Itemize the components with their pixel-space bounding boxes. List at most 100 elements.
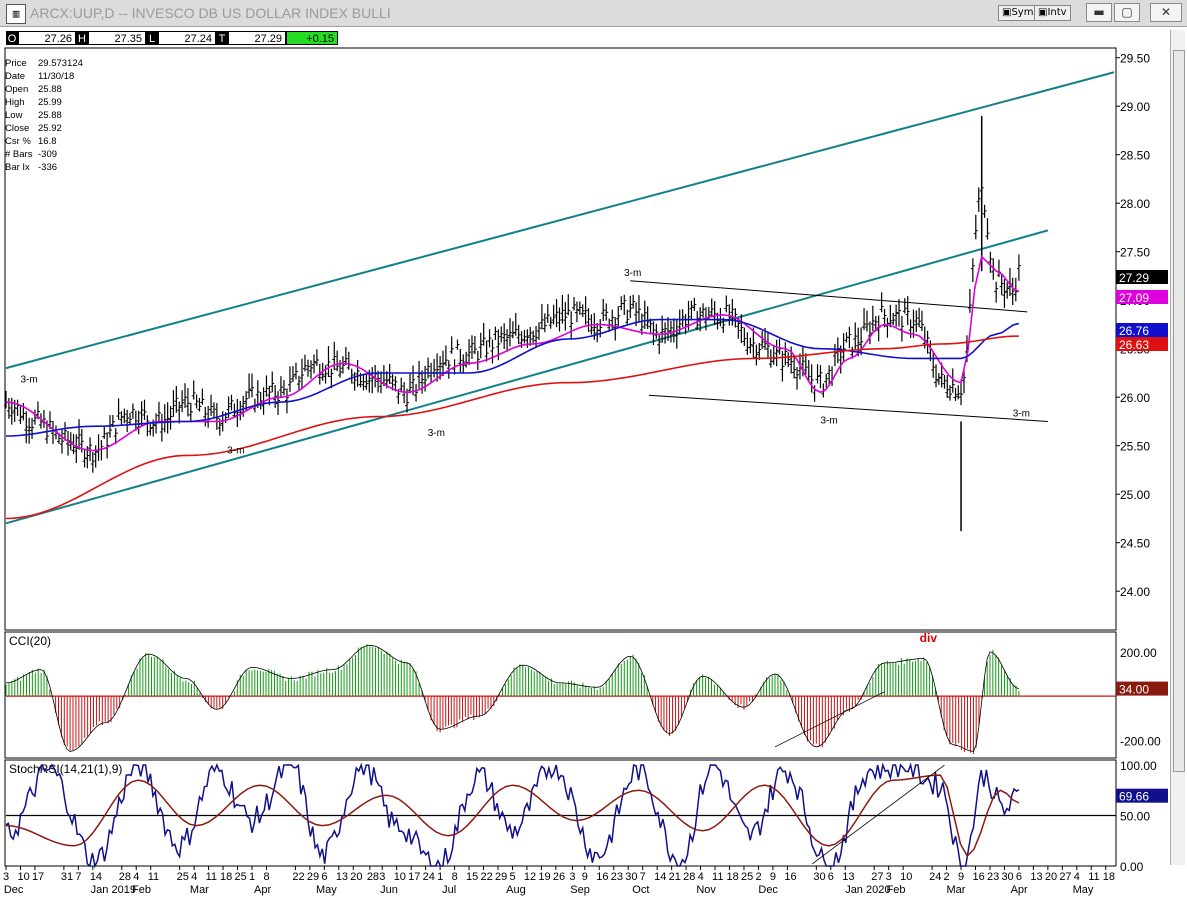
wave-label: 3-m [428, 428, 445, 439]
x-tick-label: 23 [611, 871, 623, 883]
price-bar [247, 373, 252, 399]
x-tick-label: 11 [206, 871, 217, 883]
price-bar [803, 353, 808, 375]
price-bar [645, 306, 650, 329]
scrollbar-thumb[interactable] [1173, 50, 1185, 772]
vertical-scrollbar[interactable] [1170, 30, 1185, 865]
last-value-tag-label: 27.29 [1119, 271, 1149, 285]
cci-last-tag [1116, 681, 1168, 696]
price-bar [580, 304, 585, 318]
interval-button[interactable]: ▣Intv [1034, 5, 1071, 21]
symbol-button[interactable]: ▣Sym [998, 5, 1038, 21]
x-tick-label: 9 [958, 871, 964, 883]
price-bar [765, 331, 770, 358]
price-bar [847, 326, 852, 349]
price-bar [994, 281, 999, 303]
price-bar [528, 326, 533, 346]
info-label: High [5, 97, 25, 108]
x-tick-label: 8 [452, 871, 458, 883]
restore-button[interactable]: ▢ [1114, 3, 1140, 22]
price-bar [458, 348, 463, 373]
price-bar [642, 300, 647, 329]
x-month-label: Dec [4, 884, 24, 896]
x-month-label: May [316, 884, 337, 896]
x-tick-label: 22 [481, 871, 493, 883]
price-bar [312, 354, 317, 374]
price-bar [249, 373, 254, 398]
y-tick-label: 29.50 [1120, 52, 1150, 66]
info-value: 25.92 [38, 123, 62, 134]
wave-label: 3-m [1013, 409, 1030, 420]
close-button[interactable]: ✕ [1150, 3, 1182, 22]
price-bar [116, 398, 121, 420]
x-tick-label: 10 [900, 871, 912, 883]
price-bar [936, 373, 941, 385]
x-tick-label: 17 [32, 871, 44, 883]
x-tick-label: 11 [1088, 871, 1099, 883]
x-month-label: May [1073, 884, 1094, 896]
last-value-tag [1116, 290, 1168, 304]
x-tick-label: 8 [263, 871, 269, 883]
cci-title: CCI(20) [9, 634, 51, 648]
x-tick-label: 7 [75, 871, 81, 883]
price-bar [278, 376, 283, 399]
price-bar [572, 296, 577, 311]
x-month-label: Oct [632, 884, 649, 896]
ohlc-readout: O 27.26 H 27.35 L 27.24 T 27.29 +0.15 [6, 31, 338, 45]
price-bar [290, 366, 295, 382]
info-row: # Bars -309 [5, 148, 83, 161]
crosshair-info-panel: Price 29.573124 Date 11/30/18 Open 25.88 Hi… [5, 57, 83, 174]
info-value: 25.88 [38, 110, 62, 121]
price-bar [68, 432, 73, 451]
price-bar [934, 364, 939, 388]
price-bar [467, 339, 472, 366]
last-value-tag [1116, 323, 1168, 337]
price-bar [1010, 277, 1015, 306]
window-titlebar: ▥ ARCX:UUP,D -- INVESCO DB US DOLLAR IND… [0, 0, 1187, 27]
x-tick-label: 16 [596, 871, 608, 883]
x-tick-label: 3 [569, 871, 575, 883]
price-bar [408, 373, 413, 394]
price-bar [449, 336, 454, 354]
x-tick-label: 14 [90, 871, 102, 883]
x-tick-label: 3 [379, 871, 385, 883]
x-month-label: Jan 2019 [91, 884, 136, 896]
last-value-tag-label: 26.76 [1119, 324, 1149, 338]
last-value-tag-label: 27.09 [1119, 291, 1149, 305]
x-tick-label: 7 [640, 871, 646, 883]
price-bar [536, 322, 541, 340]
x-tick-label: 10 [17, 871, 29, 883]
price-bar [142, 399, 147, 420]
price-bar [329, 368, 334, 389]
price-bar [414, 383, 419, 402]
info-value: 16.8 [38, 136, 57, 147]
stoch-last-label: 69.66 [1119, 790, 1149, 804]
x-tick-label: 10 [394, 871, 406, 883]
price-bar [824, 373, 829, 388]
price-bar [296, 375, 301, 391]
price-bar [60, 428, 65, 454]
stochrsi-line [5, 762, 1020, 869]
price-bar [426, 357, 431, 379]
x-tick-label: 12 [524, 871, 536, 883]
y-tick-label: 24.00 [1120, 585, 1150, 599]
minimize-button[interactable]: ▬ [1086, 3, 1112, 22]
chart-app-icon[interactable]: ▥ [6, 4, 26, 24]
x-month-label: Sep [570, 884, 590, 896]
price-bar [636, 295, 641, 323]
info-row: Price 29.573124 [5, 57, 83, 70]
price-bar [604, 303, 609, 321]
x-tick-label: 20 [350, 871, 362, 883]
price-bar [490, 339, 495, 364]
open-key: O [6, 31, 18, 45]
price-bar [203, 406, 208, 427]
price-bar [352, 372, 357, 391]
x-tick-label: 29 [495, 871, 507, 883]
info-value: -309 [38, 149, 58, 160]
price-bar [393, 376, 398, 392]
stoch-tick-label: 50.00 [1120, 810, 1150, 824]
price-bar [122, 408, 127, 424]
x-month-label: Mar [190, 884, 209, 896]
y-tick-label: 25.50 [1120, 440, 1150, 454]
